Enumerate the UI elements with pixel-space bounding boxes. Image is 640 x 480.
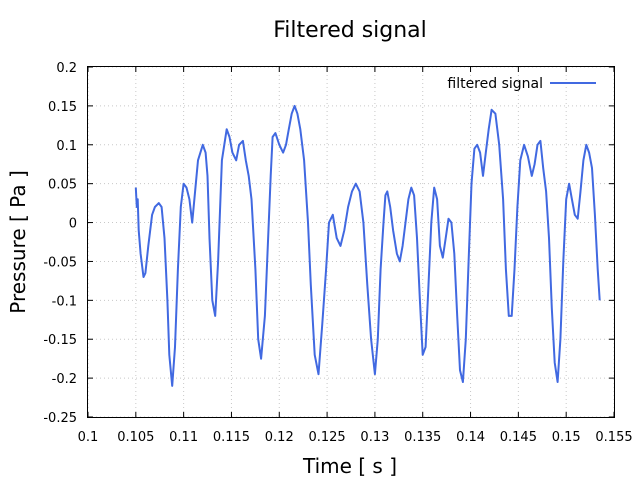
legend-label: filtered signal <box>447 76 543 92</box>
grid <box>87 66 615 418</box>
y-tick-label: 0.05 <box>48 178 77 193</box>
x-tick-label: 0.145 <box>500 430 537 445</box>
series-line <box>134 104 601 387</box>
y-tick-label: -0.25 <box>43 411 77 426</box>
x-tick-label: 0.115 <box>213 430 250 445</box>
y-tick-label: -0.05 <box>43 255 77 270</box>
x-tick-label: 0.11 <box>169 430 198 445</box>
x-tick-label: 0.15 <box>552 430 581 445</box>
x-tick-label: 0.105 <box>117 430 154 445</box>
y-tick-label: 0.1 <box>56 139 77 154</box>
y-tick-label: 0 <box>69 217 77 232</box>
x-tick-label: 0.13 <box>360 430 389 445</box>
y-axis-title: Pressure [ Pa ] <box>6 170 30 314</box>
x-tick-label: 0.14 <box>456 430 485 445</box>
y-tick-label: -0.1 <box>52 294 77 309</box>
axis-ticks <box>87 66 615 418</box>
y-tick-label: 0.15 <box>48 100 77 115</box>
x-tick-labels: 0.1 0.105 0.11 0.115 0.12 0.125 0.13 0.135 0.14 0… <box>78 430 633 445</box>
x-axis-title: Time [ s ] <box>302 454 397 478</box>
y-tick-label: -0.15 <box>43 333 77 348</box>
plot-frame <box>87 66 615 418</box>
x-tick-label: 0.12 <box>265 430 294 445</box>
series-layer <box>134 104 601 387</box>
y-tick-label: -0.2 <box>52 372 77 387</box>
x-tick-label: 0.125 <box>308 430 345 445</box>
x-tick-label: 0.155 <box>595 430 632 445</box>
x-tick-label: 0.1 <box>78 430 99 445</box>
legend: filtered signal <box>447 76 596 92</box>
y-tick-labels: -0.25 -0.2 -0.15 -0.1 -0.05 0 0.05 0.1 0.15 0.2 <box>43 61 77 426</box>
y-tick-label: 0.2 <box>56 61 77 76</box>
x-tick-label: 0.135 <box>404 430 441 445</box>
chart-title: Filtered signal <box>273 18 427 43</box>
